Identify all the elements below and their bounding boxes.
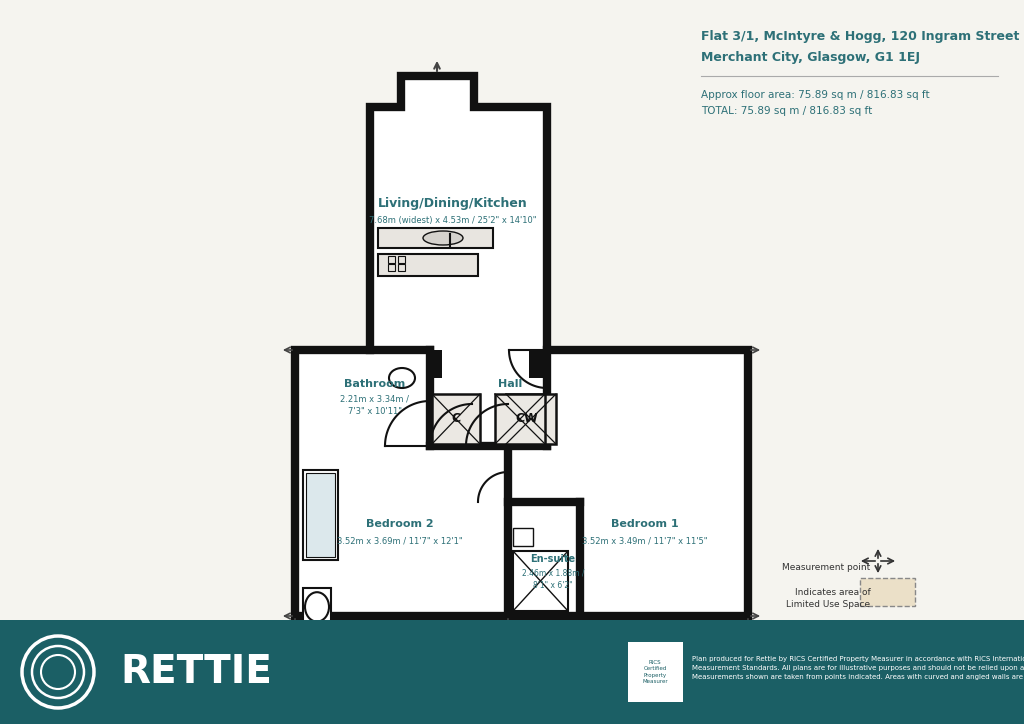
Text: TOTAL: 75.89 sq m / 816.83 sq ft: TOTAL: 75.89 sq m / 816.83 sq ft [701,106,872,117]
Text: Hall: Hall [498,379,522,389]
Bar [432,394,480,444]
Text: En-suite: En-suite [530,554,575,564]
Ellipse shape [423,231,463,245]
Bar [306,473,335,557]
Text: Indicates area of
Limited Use Space: Indicates area of Limited Use Space [786,588,870,610]
Ellipse shape [305,592,329,622]
Text: Approx floor area: 75.89 sq m / 816.83 sq ft: Approx floor area: 75.89 sq m / 816.83 s… [701,90,930,101]
Text: 7.68m (widest) x 4.53m / 25'2" x 14'10": 7.68m (widest) x 4.53m / 25'2" x 14'10" [370,216,537,224]
Bar [529,350,547,378]
Text: 7'3" x 10'11": 7'3" x 10'11" [348,408,402,416]
Text: 2.21m x 3.34m /: 2.21m x 3.34m / [341,395,410,403]
Text: 3.52m x 3.49m / 11'7" x 11'5": 3.52m x 3.49m / 11'7" x 11'5" [583,536,708,545]
Text: Measurement point: Measurement point [782,563,870,572]
Text: C: C [515,413,524,426]
Bar [513,528,534,546]
Ellipse shape [389,368,415,388]
Text: 2.46m x 1.88m /: 2.46m x 1.88m / [522,568,585,578]
Bar [495,394,545,444]
Bar [388,256,395,263]
Text: Merchant City, Glasgow, G1 1EJ: Merchant City, Glasgow, G1 1EJ [701,51,921,64]
Text: Bathroom: Bathroom [344,379,406,389]
Bar [628,642,683,702]
Text: 8'1" x 6'2": 8'1" x 6'2" [534,581,572,589]
Bar [398,264,406,271]
Bar [506,394,556,444]
Bar [303,470,338,560]
Text: Plan produced for Rettie by RICS Certified Property Measurer in accordance with : Plan produced for Rettie by RICS Certifi… [692,656,1024,680]
Bar [860,578,915,606]
Text: C: C [452,413,461,426]
Text: Flat 3/1, McIntyre & Hogg, 120 Ingram Street: Flat 3/1, McIntyre & Hogg, 120 Ingram St… [701,30,1020,43]
Bar [513,551,568,611]
Bar [303,588,331,630]
Bar [378,228,493,248]
Text: Bedroom 2: Bedroom 2 [367,519,434,529]
Bar [398,256,406,263]
Text: Living/Dining/Kitchen: Living/Dining/Kitchen [378,198,528,211]
Bar [378,254,478,276]
Bar [388,264,395,271]
Text: RICS
Certified
Property
Measurer: RICS Certified Property Measurer [642,660,668,683]
Text: W: W [524,413,538,426]
Bar [0,620,1024,724]
Text: RETTIE: RETTIE [120,653,272,691]
Bar [428,350,442,378]
Text: Bedroom 1: Bedroom 1 [611,519,679,529]
Text: 3.52m x 3.69m / 11'7" x 12'1": 3.52m x 3.69m / 11'7" x 12'1" [337,536,463,545]
Polygon shape [295,76,748,616]
